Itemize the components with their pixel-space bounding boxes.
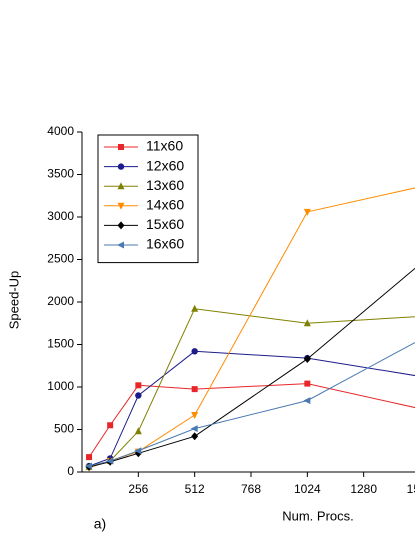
legend-marker	[117, 241, 124, 249]
legend-marker	[117, 163, 125, 170]
x-axis-label: Num. Procs.	[282, 508, 354, 523]
data-point	[135, 382, 142, 389]
x-tick-label: 512	[185, 482, 205, 496]
y-tick-label: 1000	[47, 379, 74, 393]
data-point	[134, 427, 142, 435]
y-axis-label: Speed-Up	[6, 271, 21, 330]
data-point	[107, 422, 114, 429]
legend-marker	[117, 182, 125, 190]
data-point	[191, 412, 199, 420]
y-tick-label: 0	[67, 464, 74, 478]
data-point	[135, 392, 142, 399]
x-tick-label: 1280	[350, 482, 377, 496]
y-tick-label: 2500	[47, 252, 74, 266]
data-point	[85, 462, 93, 470]
legend-marker	[118, 144, 124, 150]
series-line	[88, 350, 415, 467]
legend-box	[97, 134, 199, 264]
data-point	[303, 397, 311, 405]
legend-label: 12x60	[146, 157, 184, 173]
data-point	[106, 457, 114, 465]
data-point	[303, 208, 311, 216]
x-tick-label: 1536	[407, 482, 415, 496]
legend-label: 16x60	[146, 236, 184, 252]
annotation: a)	[94, 516, 106, 532]
y-tick-label: 3000	[47, 209, 74, 223]
series-line	[88, 267, 415, 468]
legend-label: 14x60	[146, 197, 184, 213]
data-point	[134, 447, 142, 455]
data-point	[191, 348, 198, 355]
y-tick-label: 500	[54, 422, 74, 436]
legend-label: 13x60	[146, 177, 184, 193]
y-tick-label: 3500	[47, 167, 74, 181]
x-tick-label: 1024	[294, 482, 321, 496]
x-tick-label: 768	[241, 482, 261, 496]
y-tick-label: 4000	[47, 124, 74, 138]
data-point	[191, 304, 199, 312]
series-line	[88, 341, 415, 467]
y-tick-label: 1500	[47, 337, 74, 351]
series-line	[88, 383, 415, 458]
data-point	[304, 380, 311, 387]
x-tick-label: 256	[128, 482, 148, 496]
data-point	[190, 425, 198, 433]
legend-marker	[117, 202, 125, 210]
y-tick-label: 2000	[47, 294, 74, 308]
data-point	[303, 319, 311, 327]
data-point	[303, 354, 311, 363]
data-point	[86, 454, 93, 461]
legend-label: 15x60	[146, 216, 184, 232]
legend-label: 11x60	[146, 138, 183, 154]
data-point	[191, 432, 199, 441]
legend-marker	[117, 221, 125, 230]
data-point	[191, 386, 198, 393]
